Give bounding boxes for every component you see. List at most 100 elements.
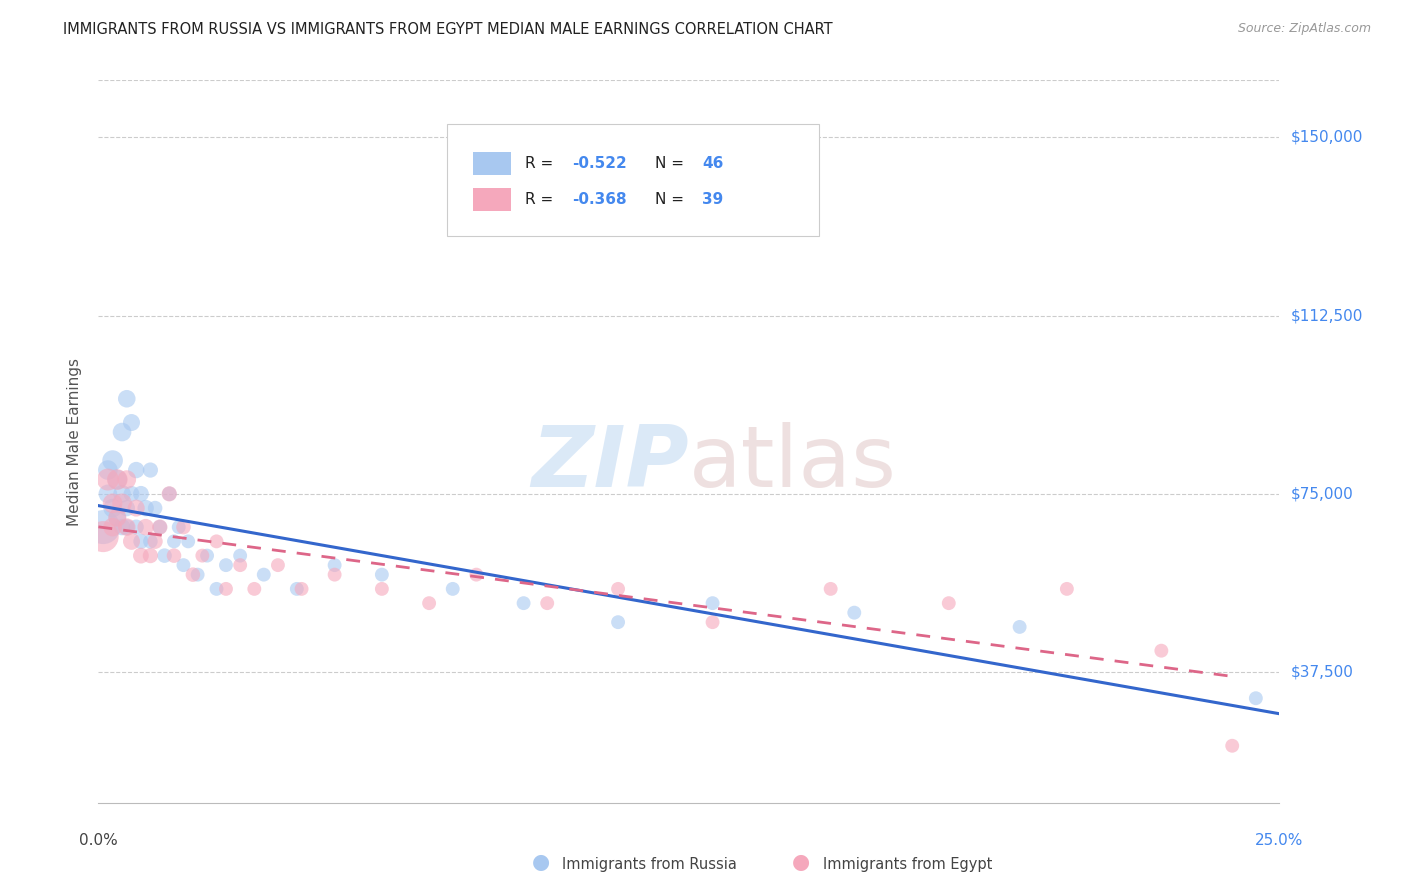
Point bbox=[702, 596, 724, 610]
Point bbox=[101, 453, 124, 467]
Point bbox=[101, 501, 124, 516]
Point bbox=[290, 582, 312, 596]
Point bbox=[91, 520, 114, 534]
Point bbox=[115, 392, 138, 406]
Point bbox=[97, 473, 120, 487]
Text: ●: ● bbox=[793, 853, 810, 872]
Point bbox=[163, 549, 186, 563]
Point bbox=[105, 510, 128, 524]
Y-axis label: Median Male Earnings: Median Male Earnings bbox=[67, 358, 83, 525]
Text: 25.0%: 25.0% bbox=[1256, 833, 1303, 848]
Point bbox=[191, 549, 214, 563]
Point bbox=[105, 473, 128, 487]
Point bbox=[371, 567, 394, 582]
Point bbox=[181, 567, 204, 582]
Point bbox=[371, 582, 394, 596]
Text: atlas: atlas bbox=[689, 422, 897, 505]
Point bbox=[111, 496, 134, 510]
Point bbox=[167, 520, 190, 534]
Point bbox=[129, 534, 152, 549]
Point bbox=[1244, 691, 1267, 706]
Text: 0.0%: 0.0% bbox=[79, 833, 118, 848]
Point bbox=[121, 534, 143, 549]
Text: R =: R = bbox=[524, 192, 558, 207]
Point bbox=[139, 463, 162, 477]
Point bbox=[129, 487, 152, 501]
Point bbox=[115, 520, 138, 534]
Point bbox=[844, 606, 866, 620]
Text: 46: 46 bbox=[702, 156, 723, 171]
Text: R =: R = bbox=[524, 156, 558, 171]
Point bbox=[111, 425, 134, 439]
Point bbox=[121, 487, 143, 501]
Point bbox=[229, 549, 252, 563]
Point bbox=[229, 558, 252, 573]
Point bbox=[285, 582, 308, 596]
Point bbox=[115, 501, 138, 516]
Point bbox=[143, 534, 166, 549]
Point bbox=[139, 549, 162, 563]
Point bbox=[125, 520, 148, 534]
Point bbox=[205, 582, 228, 596]
Point bbox=[938, 596, 960, 610]
Point bbox=[111, 487, 134, 501]
Point bbox=[97, 463, 120, 477]
FancyBboxPatch shape bbox=[472, 188, 510, 211]
Point bbox=[101, 496, 124, 510]
Text: N =: N = bbox=[655, 156, 689, 171]
Point bbox=[121, 416, 143, 430]
Point bbox=[125, 501, 148, 516]
Point bbox=[97, 487, 120, 501]
Point bbox=[111, 520, 134, 534]
Point bbox=[129, 549, 152, 563]
Text: -0.368: -0.368 bbox=[572, 192, 627, 207]
Point bbox=[607, 615, 630, 630]
Point bbox=[172, 520, 194, 534]
Point bbox=[702, 615, 724, 630]
Point bbox=[172, 558, 194, 573]
Point bbox=[135, 501, 157, 516]
Text: $37,500: $37,500 bbox=[1291, 665, 1354, 680]
Point bbox=[820, 582, 842, 596]
Text: $112,500: $112,500 bbox=[1291, 308, 1362, 323]
Text: -0.522: -0.522 bbox=[572, 156, 627, 171]
Point bbox=[1008, 620, 1031, 634]
Point bbox=[105, 473, 128, 487]
Point bbox=[157, 487, 180, 501]
FancyBboxPatch shape bbox=[472, 152, 510, 175]
Point bbox=[125, 463, 148, 477]
Text: ZIP: ZIP bbox=[531, 422, 689, 505]
Point bbox=[163, 534, 186, 549]
Point bbox=[115, 473, 138, 487]
Point bbox=[205, 534, 228, 549]
Point bbox=[536, 596, 558, 610]
Point bbox=[215, 582, 238, 596]
Point bbox=[1220, 739, 1243, 753]
Point bbox=[323, 567, 346, 582]
Point bbox=[91, 530, 114, 544]
Text: ●: ● bbox=[533, 853, 550, 872]
Point bbox=[215, 558, 238, 573]
Point bbox=[1150, 643, 1173, 657]
Point bbox=[157, 487, 180, 501]
Point bbox=[149, 520, 172, 534]
Point bbox=[1056, 582, 1078, 596]
Point bbox=[243, 582, 266, 596]
Point bbox=[512, 596, 534, 610]
Text: $150,000: $150,000 bbox=[1291, 130, 1362, 145]
Text: Immigrants from Egypt: Immigrants from Egypt bbox=[823, 857, 991, 872]
Point bbox=[253, 567, 276, 582]
Text: N =: N = bbox=[655, 192, 689, 207]
Text: 39: 39 bbox=[702, 192, 723, 207]
Text: Immigrants from Russia: Immigrants from Russia bbox=[562, 857, 737, 872]
Point bbox=[101, 520, 124, 534]
Text: Source: ZipAtlas.com: Source: ZipAtlas.com bbox=[1237, 22, 1371, 36]
Point bbox=[153, 549, 176, 563]
Point bbox=[177, 534, 200, 549]
Point bbox=[105, 510, 128, 524]
Point bbox=[187, 567, 209, 582]
Point bbox=[465, 567, 488, 582]
Point bbox=[323, 558, 346, 573]
Text: IMMIGRANTS FROM RUSSIA VS IMMIGRANTS FROM EGYPT MEDIAN MALE EARNINGS CORRELATION: IMMIGRANTS FROM RUSSIA VS IMMIGRANTS FRO… bbox=[63, 22, 832, 37]
Point bbox=[418, 596, 440, 610]
